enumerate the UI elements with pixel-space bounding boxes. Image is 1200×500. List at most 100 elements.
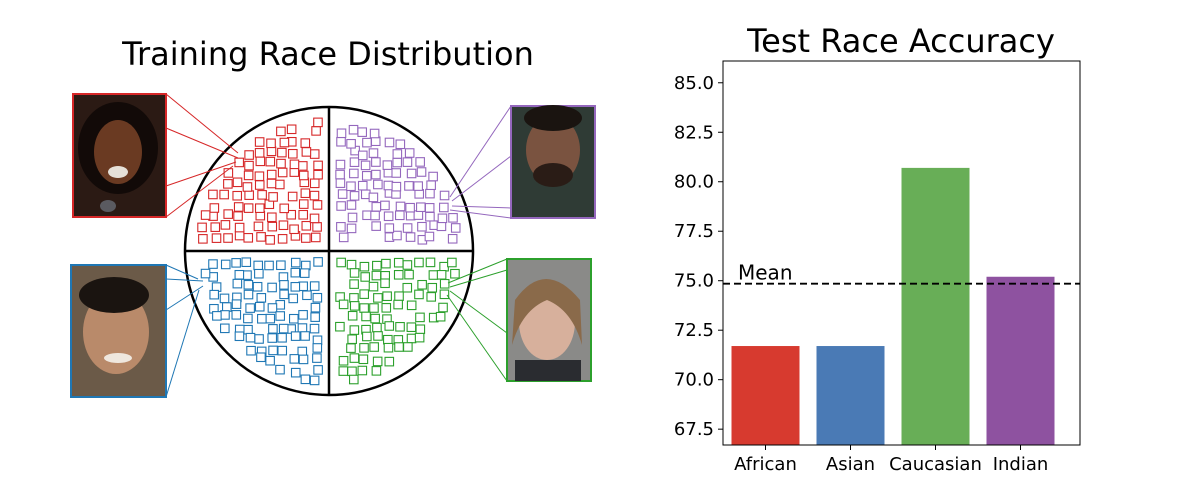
indian-face-photo: [510, 105, 596, 219]
sample-square-caucasian: [436, 269, 447, 280]
bar-asian: [816, 346, 885, 445]
sample-square-asian: [231, 299, 242, 309]
sample-square-asian: [313, 365, 323, 375]
sample-square-indian: [357, 127, 367, 137]
sample-square-african: [234, 222, 245, 233]
sample-square-african: [257, 190, 267, 200]
sample-square-asian: [297, 346, 308, 357]
sample-square-caucasian: [428, 270, 439, 280]
sample-square-caucasian: [414, 289, 424, 300]
sample-square-african: [309, 213, 320, 224]
chart-title: Test Race Accuracy: [746, 22, 1055, 60]
sample-square-african: [288, 148, 298, 159]
sample-square-asian: [298, 310, 308, 320]
sample-square-asian: [267, 303, 278, 313]
sample-square-indian: [371, 169, 381, 180]
sample-square-caucasian: [382, 291, 392, 302]
bar-caucasian: [901, 167, 970, 445]
sample-square-indian: [436, 221, 447, 232]
sample-square-caucasian: [372, 260, 382, 271]
sample-square-caucasian: [359, 343, 369, 353]
asian-face-photo: [70, 264, 167, 398]
sample-square-asian: [253, 260, 264, 271]
sample-square-asian: [231, 310, 242, 320]
sample-square-african: [223, 179, 233, 189]
sample-square-asian: [299, 268, 310, 278]
sample-square-indian: [426, 180, 436, 191]
sample-square-african: [209, 203, 220, 213]
sample-square-asian: [290, 282, 301, 292]
sample-square-caucasian: [402, 282, 413, 293]
sample-square-caucasian: [359, 303, 369, 313]
sample-square-african: [268, 192, 278, 202]
sample-square-caucasian: [349, 293, 359, 303]
indian-connectors: [449, 105, 512, 219]
sample-square-caucasian: [425, 257, 436, 268]
sample-square-african: [242, 182, 253, 192]
sample-square-asian: [300, 374, 311, 385]
sample-square-indian: [405, 232, 416, 242]
sample-square-caucasian: [415, 324, 426, 335]
sample-square-indian: [405, 202, 415, 213]
sample-square-indian: [425, 211, 435, 222]
sample-square-indian: [335, 178, 346, 188]
sample-square-caucasian: [402, 260, 413, 270]
sample-square-african: [210, 222, 221, 232]
sample-square-african: [277, 147, 287, 158]
sample-square-indian: [348, 124, 359, 135]
sample-square-asian: [220, 310, 230, 320]
sample-square-african: [266, 146, 277, 157]
sample-square-indian: [357, 150, 368, 161]
sample-square-asian: [231, 258, 241, 268]
sample-square-asian: [278, 272, 289, 282]
sample-square-african: [220, 220, 231, 230]
sample-square-asian: [209, 289, 220, 300]
sample-square-african: [286, 124, 297, 135]
y-tick-label: 80.0: [674, 172, 714, 193]
african-connectors: [165, 93, 239, 218]
sample-square-african: [254, 137, 265, 147]
sample-square-caucasian: [371, 270, 382, 281]
x-tick-label-african: African: [734, 454, 797, 475]
sample-square-asian: [279, 280, 289, 290]
sample-square-indian: [404, 181, 414, 191]
sample-square-asian: [310, 302, 321, 313]
plot-frame: [722, 60, 1081, 446]
sample-square-indian: [417, 221, 427, 232]
sample-square-caucasian: [394, 342, 404, 352]
chart-content: 67.5 70.0 72.5 75.0 77.5 80.0 82.5 85.0 African A…: [674, 73, 1080, 475]
y-tick-label: 67.5: [674, 419, 714, 440]
sample-square-asian: [243, 313, 253, 324]
sample-square-asian: [264, 260, 274, 271]
sample-square-indian: [336, 128, 347, 139]
sample-square-caucasian: [415, 312, 425, 323]
sample-square-asian: [290, 367, 301, 378]
sample-square-caucasian: [438, 302, 448, 313]
sample-square-indian: [425, 188, 435, 199]
sample-square-african: [197, 222, 207, 233]
sample-square-asian: [298, 354, 309, 365]
sample-square-asian: [243, 324, 253, 335]
sample-square-african: [289, 159, 300, 170]
sample-square-asian: [277, 345, 288, 356]
sample-square-caucasian: [439, 289, 450, 300]
sample-square-indian: [413, 181, 423, 191]
sample-square-african: [313, 117, 323, 128]
sample-square-asian: [298, 281, 308, 292]
sample-square-indian: [391, 168, 402, 178]
sample-square-asian: [312, 292, 323, 303]
sample-square-asian: [277, 332, 287, 343]
sample-square-african: [298, 170, 309, 181]
sample-square-asian: [243, 289, 254, 300]
sample-square-caucasian: [439, 278, 450, 289]
sample-square-indian: [346, 223, 357, 234]
sample-square-asian: [288, 293, 299, 304]
sample-square-african: [298, 199, 309, 209]
sample-square-african: [232, 177, 243, 188]
sample-square-african: [255, 156, 266, 167]
sample-square-caucasian: [394, 291, 404, 301]
sample-square-asian: [289, 354, 300, 364]
sample-square-african: [313, 160, 323, 171]
quadrant-squares: [197, 117, 461, 386]
